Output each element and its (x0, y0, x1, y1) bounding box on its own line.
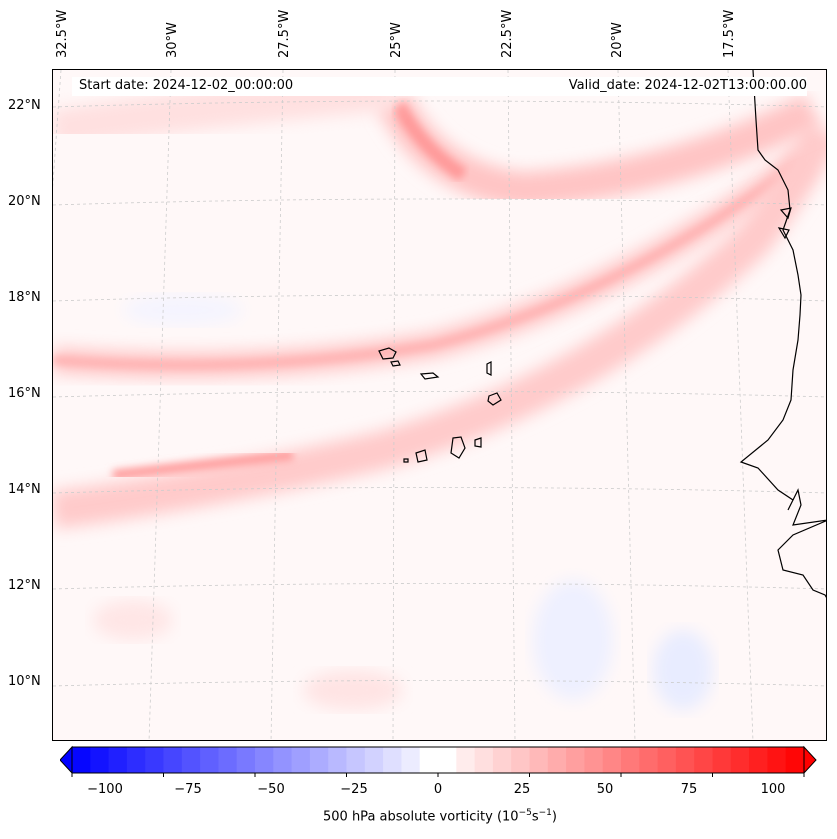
lat-label-12n: 12°N (8, 578, 41, 593)
colorbar-segment (218, 747, 238, 773)
colorbar-segment (200, 747, 219, 773)
colorbar-tick-minus75: −75 (174, 782, 202, 797)
colorbar-segment (236, 747, 256, 773)
colorbar-segment (163, 747, 183, 773)
colorbar-segment (511, 747, 530, 773)
colorbar-segment (694, 747, 713, 773)
colorbar-tick-minus100: −100 (87, 782, 123, 797)
colorbar-segment (438, 747, 457, 773)
colorbar-segment (364, 747, 384, 773)
colorbar-segment (621, 747, 640, 773)
cape-verde-islands (378, 347, 502, 463)
info-box (72, 77, 807, 96)
colorbar-segment (419, 747, 439, 773)
lat-label-20n: 20°N (8, 194, 41, 209)
colorbar-segment (273, 747, 293, 773)
colorbar-segment (675, 747, 695, 773)
colorbar-segment (255, 747, 274, 773)
colorbar-segment (767, 747, 787, 773)
colorbar-segment (730, 747, 750, 773)
colorbar-segment (602, 747, 622, 773)
colorbar-tick-0: 0 (433, 782, 443, 797)
colorbar-max-arrow (803, 745, 817, 775)
start-date-text: Start date: 2024-12-02_00:00:00 (79, 78, 294, 93)
colorbar-segment (456, 747, 476, 773)
colorbar-segment (346, 747, 366, 773)
lat-label-14n: 14°N (8, 482, 41, 497)
lat-label-16n: 16°N (8, 386, 41, 401)
colorbar-segment (474, 747, 494, 773)
lon-label-20w: 20°W (610, 22, 625, 58)
colorbar-tick-minus25: −25 (340, 782, 368, 797)
valid-date-text: Valid_date: 2024-12-02T13:00:00.00 (568, 78, 807, 93)
colorbar-segment (547, 747, 567, 773)
colorbar-segment (383, 747, 402, 773)
colorbar-segment (584, 747, 604, 773)
colorbar-segment (309, 747, 329, 773)
colorbar-tick-100: 100 (760, 782, 786, 797)
lon-label-27-5w: 27.5°W (277, 9, 292, 58)
colorbar-segment (492, 747, 512, 773)
lat-label-18n: 18°N (8, 290, 41, 305)
colorbar-segment (712, 747, 732, 773)
graticule (53, 70, 826, 740)
colorbar-tick-minus50: −50 (257, 782, 285, 797)
colorbar-segment (529, 747, 549, 773)
colorbar-min-arrow (60, 745, 73, 775)
colorbar-segment (328, 747, 347, 773)
african-coastline (739, 70, 826, 598)
colorbar-segment (291, 747, 311, 773)
colorbar-tick-75: 75 (680, 782, 698, 797)
colorbar-segment (72, 747, 91, 773)
lon-label-32-5w: 32.5°W (55, 9, 70, 58)
lat-label-10n: 10°N (8, 674, 41, 689)
colorbar-segments (72, 747, 805, 773)
vorticity-map (53, 70, 826, 740)
colorbar-tick-50: 50 (596, 782, 614, 797)
coastal-islands (777, 207, 792, 240)
colorbar-label: 500 hPa absolute vorticity (10−5s−1) (323, 808, 557, 825)
colorbar-tick-marks (71, 773, 805, 777)
colorbar-segment (749, 747, 768, 773)
lon-label-17-5w: 17.5°W (722, 9, 737, 58)
lon-label-25w: 25°W (389, 22, 404, 58)
colorbar-segment (566, 747, 585, 773)
vorticity-shading (53, 70, 826, 710)
colorbar-segment (126, 747, 146, 773)
colorbar-segment (181, 747, 201, 773)
map-panel[interactable] (52, 69, 827, 741)
lon-label-30w: 30°W (165, 22, 180, 58)
colorbar-segment (108, 747, 128, 773)
colorbar-segment (145, 747, 164, 773)
colorbar (60, 745, 817, 777)
lat-label-22n: 22°N (8, 98, 41, 113)
colorbar-segment (90, 747, 110, 773)
colorbar-segment (639, 747, 659, 773)
colorbar-segment (785, 747, 805, 773)
colorbar-segment (657, 747, 677, 773)
colorbar-segment (401, 747, 421, 773)
lon-label-22-5w: 22.5°W (500, 9, 515, 58)
colorbar-tick-25: 25 (513, 782, 531, 797)
